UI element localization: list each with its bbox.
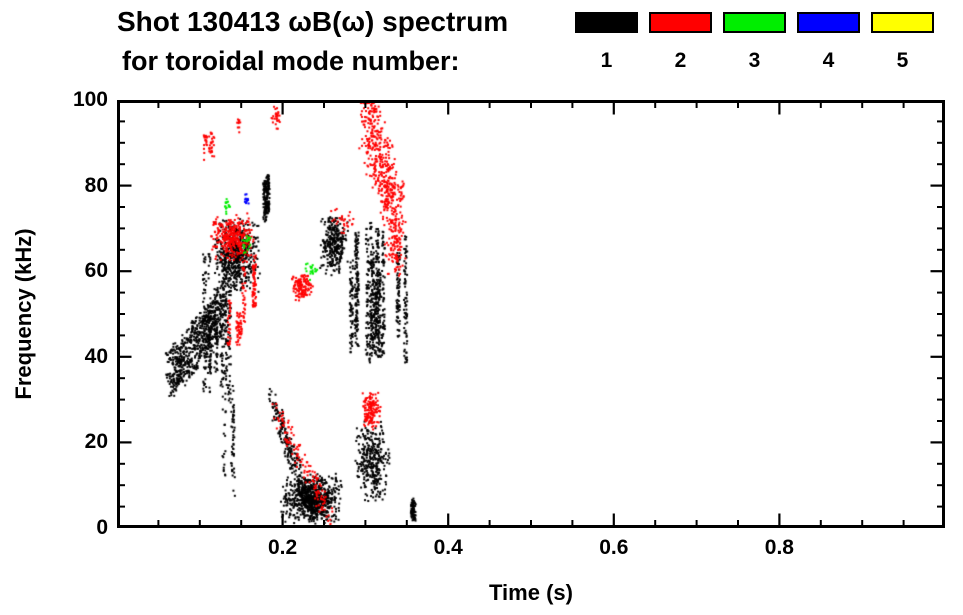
mode-legend: 1 2 3 4 5 [575, 12, 934, 73]
legend-item-mode-3: 3 [723, 12, 786, 73]
legend-label-mode-3: 3 [748, 49, 761, 72]
legend-label-mode-4: 4 [822, 49, 835, 72]
legend-item-mode-5: 5 [871, 12, 934, 73]
legend-label-mode-1: 1 [600, 49, 613, 72]
y-tick-label-80: 80 [84, 173, 108, 197]
y-tick-label-40: 40 [84, 344, 108, 368]
y-axis-label: Frequency (kHz) [11, 228, 36, 400]
y-tick-label-20: 20 [84, 430, 108, 454]
legend-swatch-mode-2 [649, 12, 712, 33]
plot-frame [117, 100, 945, 528]
legend-swatch-mode-5 [871, 12, 934, 33]
legend-swatch-mode-1 [575, 12, 638, 33]
spectrogram-canvas [117, 100, 945, 528]
x-tick-label-0.8: 0.8 [764, 536, 794, 559]
legend-item-mode-4: 4 [797, 12, 860, 73]
x-tick-label-0.4: 0.4 [433, 536, 463, 559]
axes-frame [117, 100, 945, 528]
legend-item-mode-2: 2 [649, 12, 712, 73]
legend-item-mode-1: 1 [575, 12, 638, 73]
x-axis-label: Time (s) [489, 580, 573, 605]
legend-label-mode-2: 2 [674, 49, 687, 72]
legend-swatch-mode-4 [797, 12, 860, 33]
legend-label-mode-5: 5 [896, 49, 909, 72]
y-tick-label-60: 60 [84, 259, 108, 283]
x-tick-label-0.2: 0.2 [267, 536, 298, 559]
y-tick-label-0: 0 [96, 516, 108, 539]
chart-title: Shot 130413 ωB(ω) spectrum [117, 6, 509, 37]
y-tick-label-100: 100 [72, 88, 108, 111]
x-tick-label-0.6: 0.6 [599, 536, 629, 559]
legend-swatch-mode-3 [723, 12, 786, 33]
chart-subtitle: for toroidal mode number: [122, 46, 460, 76]
